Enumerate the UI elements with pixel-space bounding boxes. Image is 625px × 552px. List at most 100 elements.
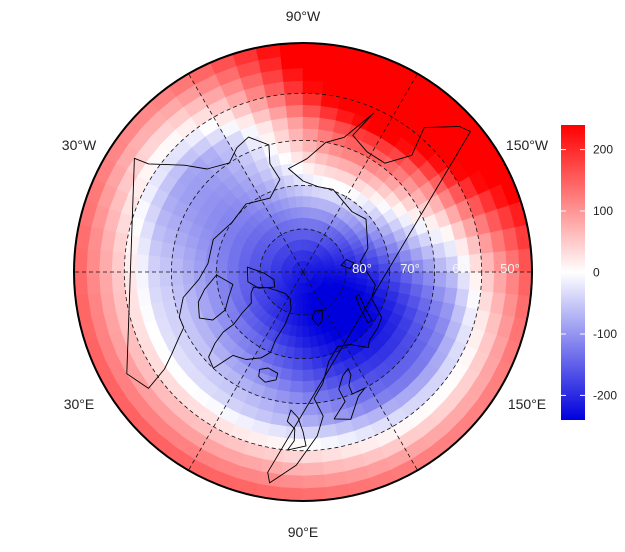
graticule [74, 73, 532, 471]
field-cell [171, 244, 186, 260]
field-cell [278, 486, 304, 501]
field-cell [86, 249, 102, 273]
ellesmere-island-coastline [246, 266, 276, 289]
field-cell [302, 486, 328, 501]
lon-label-upper-right: 150°W [506, 137, 549, 153]
field-cell [282, 80, 304, 95]
field-cell [281, 68, 304, 83]
field-cell [282, 356, 295, 370]
field-cell [295, 325, 304, 338]
meridian-line [302, 271, 418, 471]
iceland-coastline [258, 367, 279, 383]
field-cell [388, 271, 402, 283]
field-cell [194, 249, 208, 263]
field-cell [302, 140, 318, 153]
field-cell [282, 449, 304, 464]
colorbar-tick-label: -200 [593, 388, 617, 402]
colorbar-tick-label: 100 [593, 204, 613, 218]
field-cell [387, 280, 401, 293]
map-boundary [73, 42, 533, 502]
field-cell [302, 92, 323, 107]
meridian-line [302, 73, 418, 273]
field-cell [123, 271, 138, 292]
field-cell [314, 152, 329, 166]
field-cell [287, 128, 304, 142]
field-cell [302, 461, 325, 476]
field-cell [86, 271, 102, 295]
field-cell [422, 271, 435, 287]
field-cell [227, 263, 240, 273]
lat-label-50: 50° [500, 261, 520, 276]
meridian-line [188, 271, 304, 471]
field-cell [302, 414, 320, 428]
colorbar-tick-label: -100 [593, 327, 617, 341]
field-cell [182, 259, 196, 273]
field-cell [286, 116, 304, 130]
lat-label-80: 80° [352, 261, 372, 276]
field-cell [159, 271, 173, 288]
field-cell [171, 257, 184, 273]
field-cell [302, 185, 313, 198]
field-cell [99, 250, 114, 273]
north-america-coastline [126, 136, 281, 389]
field-cell [302, 80, 324, 95]
field-cell [388, 261, 402, 273]
field-cell [288, 391, 304, 404]
lat-label-60: 60° [452, 261, 472, 276]
field-cell [517, 247, 532, 273]
field-cell [147, 271, 161, 289]
field-cell [280, 55, 304, 71]
british-isles-coastline [286, 409, 307, 451]
baffin-island-coastline [197, 274, 234, 321]
field-cell [281, 461, 304, 476]
field-cell [147, 255, 161, 273]
coastlines [126, 112, 471, 484]
field-cell [302, 43, 328, 58]
colorbar-ticks: 200 100 0 -100 -200 [561, 143, 617, 402]
field-cell [302, 196, 312, 209]
field-cell [183, 246, 197, 261]
field-cell [312, 163, 326, 177]
colorbar: 200 100 0 -100 -200 [561, 125, 617, 420]
field-cell [302, 128, 319, 142]
field-cell [420, 284, 435, 300]
field-cell [204, 261, 218, 273]
novaya-zemlya-coastline [355, 294, 373, 324]
field-cell [280, 473, 304, 489]
lon-label-upper-left: 30°W [62, 137, 97, 153]
lon-label-lower-left: 30°E [64, 396, 95, 412]
eurasia-coastline [267, 112, 471, 484]
field-cell [302, 260, 305, 273]
field-cell [480, 251, 495, 273]
colorbar-tick-label: 200 [593, 143, 613, 157]
field-cell [288, 140, 304, 153]
field-cell [517, 271, 532, 297]
svalbard-coastline [311, 309, 323, 327]
field-cell [205, 251, 219, 264]
field-cell [302, 68, 325, 83]
colorbar-tick-label: 0 [593, 266, 600, 280]
lat-label-70: 70° [400, 261, 420, 276]
field-cell [433, 271, 447, 288]
field-cell [283, 92, 304, 107]
field-cell [334, 271, 347, 277]
field-cell [302, 346, 313, 359]
field-cell [302, 151, 316, 165]
field-cell [285, 104, 304, 119]
field-cell [216, 262, 229, 273]
map-panel: 90°W 90°E 30°W 150°W 30°E 150°E 80° 70° … [62, 8, 549, 540]
lon-label-lower-right: 150°E [508, 396, 546, 412]
field-cell [302, 473, 326, 489]
field-cell [302, 368, 315, 382]
field-cell [302, 357, 314, 371]
field-cell [302, 206, 311, 219]
field-cell [302, 217, 309, 230]
field-cell [278, 43, 304, 58]
field-cell [302, 55, 326, 71]
field-cell [99, 271, 114, 294]
scandinavia-inner-coastline [333, 368, 366, 420]
field-cell [302, 116, 320, 130]
field-cell [182, 271, 196, 285]
field-cell [302, 379, 316, 393]
